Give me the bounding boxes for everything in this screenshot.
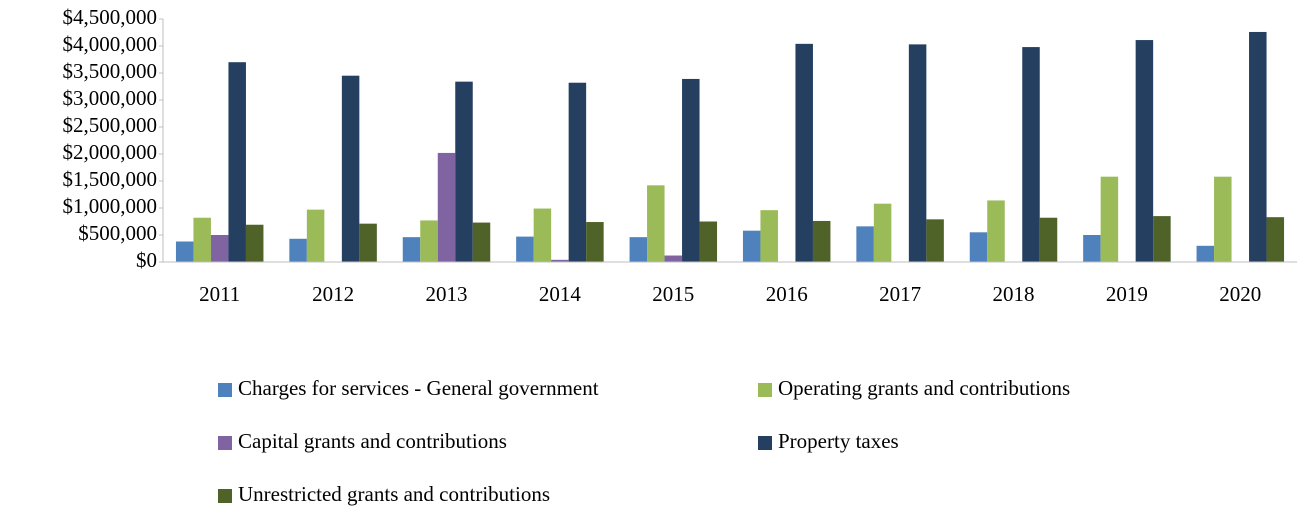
- legend-label: Operating grants and contributions: [778, 376, 1070, 400]
- bar: [306, 209, 325, 262]
- bar: [760, 210, 778, 262]
- x-tick-label: 2020: [1219, 282, 1261, 306]
- bar: [228, 62, 246, 263]
- y-tick-label: $0: [136, 248, 157, 272]
- x-tick-label: 2014: [539, 282, 582, 306]
- bar: [1100, 176, 1119, 262]
- bar: [437, 152, 456, 262]
- y-tick-label: $1,000,000: [63, 194, 158, 218]
- bar: [1196, 245, 1215, 262]
- bar: [629, 237, 648, 262]
- bar: [1266, 217, 1285, 262]
- bar: [516, 236, 534, 262]
- bar: [420, 220, 438, 262]
- bar: [472, 222, 491, 262]
- legend-label: Capital grants and contributions: [238, 429, 507, 453]
- y-tick-label: $4,500,000: [63, 5, 158, 29]
- bar: [873, 203, 892, 262]
- x-tick-label: 2018: [993, 282, 1035, 306]
- bar: [210, 235, 229, 262]
- x-tick-label: 2019: [1106, 282, 1148, 306]
- bar: [245, 224, 264, 262]
- bar: [568, 82, 587, 262]
- bar: [1022, 47, 1040, 262]
- bar: [969, 232, 988, 262]
- bar: [926, 219, 944, 262]
- bar: [551, 259, 569, 262]
- bar: [1249, 31, 1267, 263]
- legend-swatch: [758, 383, 772, 397]
- y-tick-label: $3,500,000: [63, 59, 158, 83]
- legend-swatch: [218, 436, 232, 450]
- legend-swatch: [218, 383, 232, 397]
- y-tick-label: $500,000: [78, 221, 157, 245]
- bar: [341, 75, 360, 262]
- x-tick-label: 2015: [652, 282, 694, 306]
- bar: [699, 221, 718, 262]
- x-tick-label: 2011: [199, 282, 240, 306]
- bar: [795, 43, 813, 263]
- bar: [682, 78, 700, 262]
- bar: [664, 255, 683, 262]
- bar: [175, 241, 194, 262]
- bar: [1083, 235, 1101, 262]
- y-tick-label: $1,500,000: [63, 167, 158, 191]
- bar: [289, 238, 307, 262]
- x-tick-label: 2012: [312, 282, 354, 306]
- x-tick-label: 2013: [426, 282, 468, 306]
- legend-swatch: [758, 436, 772, 450]
- bar: [586, 222, 604, 262]
- bar: [856, 226, 874, 262]
- bar: [193, 217, 211, 262]
- y-tick-label: $3,000,000: [63, 86, 158, 110]
- legend-label: Charges for services - General governmen…: [238, 376, 599, 400]
- bar: [987, 200, 1005, 262]
- bar: [359, 223, 377, 262]
- legend-label: Property taxes: [778, 429, 899, 453]
- y-tick-label: $2,000,000: [63, 140, 158, 164]
- bar: [1153, 216, 1171, 262]
- bar: [1135, 40, 1154, 263]
- bar: [812, 220, 831, 262]
- bar: [742, 230, 761, 262]
- bar: [1214, 176, 1232, 262]
- bar: [533, 208, 552, 262]
- y-tick-label: $4,000,000: [63, 32, 158, 56]
- legend-swatch: [218, 489, 232, 503]
- y-tick-label: $2,500,000: [63, 113, 158, 137]
- bar: [402, 237, 421, 262]
- bar: [1039, 217, 1058, 262]
- x-tick-label: 2017: [879, 282, 921, 306]
- bar: [908, 44, 927, 262]
- x-tick-label: 2016: [766, 282, 808, 306]
- bar: [647, 185, 665, 262]
- bar: [455, 81, 473, 262]
- legend-label: Unrestricted grants and contributions: [238, 482, 550, 506]
